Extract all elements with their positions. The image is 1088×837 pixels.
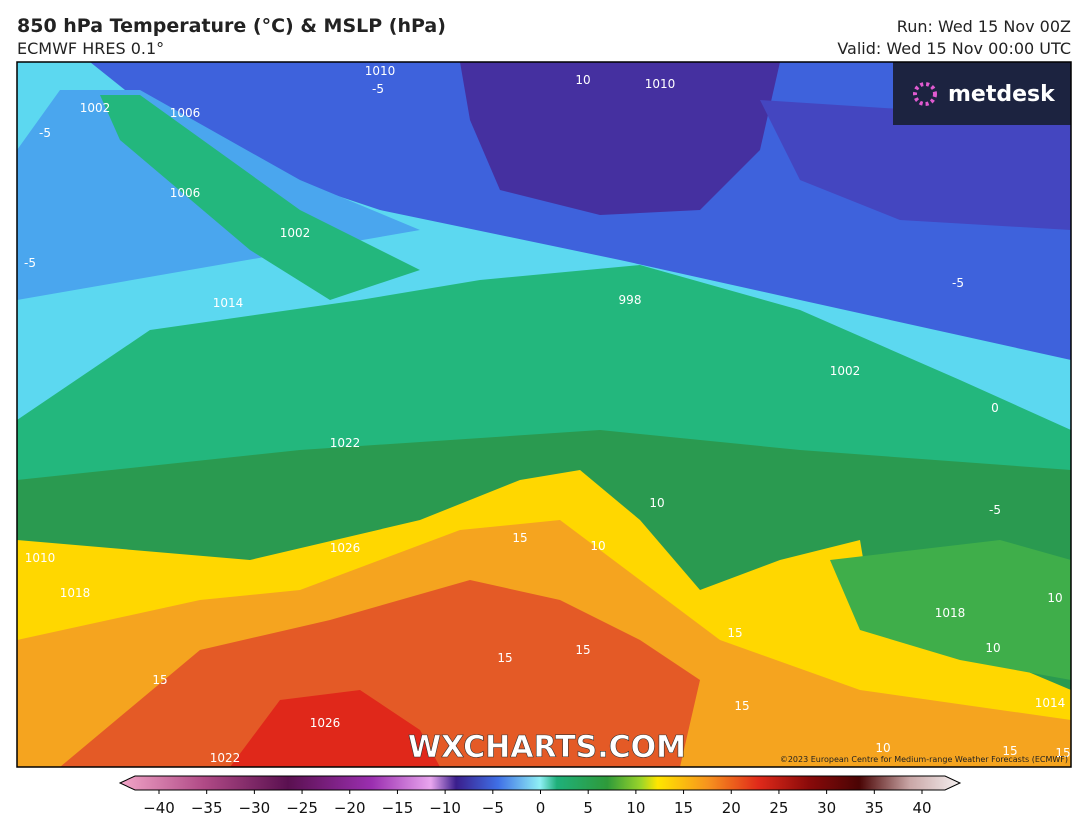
colorbar-tick-label: 15 — [674, 799, 693, 817]
contour-label: 1010 — [25, 551, 56, 565]
contour-label: 15 — [727, 626, 742, 640]
cold-core — [460, 62, 780, 215]
contour-label: 1014 — [1035, 696, 1066, 710]
contour-label: 998 — [619, 293, 642, 307]
logo-icon — [913, 82, 937, 106]
contour-label: -5 — [24, 256, 36, 270]
contour-label: 1002 — [830, 364, 861, 378]
valid: Valid: Wed 15 Nov 00:00 UTC — [837, 39, 1071, 58]
colorbar-tick-label: 20 — [722, 799, 741, 817]
cold-area — [760, 100, 1071, 230]
colorbar-tick-label: −10 — [429, 799, 461, 817]
contour-label: 1022 — [210, 751, 241, 765]
logo: metdesk — [948, 82, 1056, 107]
watermark: WXCHARTS.COM — [408, 730, 686, 765]
green-tongue — [100, 95, 420, 300]
red-core — [230, 690, 440, 767]
contour-label: 10 — [875, 741, 890, 755]
contour-label: 1002 — [280, 226, 311, 240]
colorbar-tick-label: −5 — [482, 799, 504, 817]
contour-label: 15 — [512, 531, 527, 545]
contour-label: 15 — [1055, 746, 1070, 760]
contour-label: 1026 — [330, 541, 361, 555]
contour-label: 10 — [985, 641, 1000, 655]
contour-label: 1002 — [80, 101, 111, 115]
run: Run: Wed 15 Nov 00Z — [897, 17, 1071, 36]
contour-label: 1006 — [170, 186, 201, 200]
contour-label: 15 — [1002, 744, 1017, 758]
contour-label: -5 — [372, 82, 384, 96]
colorbar-tick-label: −40 — [143, 799, 175, 817]
red-orange — [60, 580, 700, 767]
contour-label: 15 — [734, 699, 749, 713]
contour-label: 0 — [991, 401, 999, 415]
colorbar-tick-label: −15 — [382, 799, 414, 817]
contour-label: 10 — [1047, 591, 1062, 605]
contour-label: 10 — [590, 539, 605, 553]
contour-label: 1010 — [645, 77, 676, 91]
model: ECMWF HRES 0.1° — [17, 39, 164, 58]
colorbar-tick-label: 35 — [865, 799, 884, 817]
contour-label: -5 — [989, 503, 1001, 517]
east-green — [830, 540, 1071, 680]
contour-label: 1014 — [213, 296, 244, 310]
colorbar-tick-label: 0 — [536, 799, 546, 817]
contour-label: 1022 — [330, 436, 361, 450]
colorbar-tick-label: 25 — [769, 799, 788, 817]
colorbar-tick-label: 5 — [583, 799, 593, 817]
colorbar-tick-label: −25 — [286, 799, 318, 817]
colorbar-tick-label: 10 — [626, 799, 645, 817]
contour-label: 10 — [575, 73, 590, 87]
contour-label: 1006 — [170, 106, 201, 120]
contour-label: 1010 — [365, 64, 396, 78]
contour-label: 15 — [152, 673, 167, 687]
contour-label: -5 — [39, 126, 51, 140]
colorbar-tick-label: 30 — [817, 799, 836, 817]
contour-label: -5 — [952, 276, 964, 290]
map-frame — [16, 61, 1072, 768]
contour-label: 1018 — [935, 606, 966, 620]
colorbar-tick-label: −20 — [334, 799, 366, 817]
colorbar-tick-label: −35 — [191, 799, 223, 817]
contour-label: 15 — [575, 643, 590, 657]
contour-label: 10 — [649, 496, 664, 510]
colorbar: −40 −35 −30 −25 −20 −15 −10 −5 0 5 10 15 20 25 30 35 40 — [118, 775, 962, 817]
contour-label: 1026 — [310, 716, 341, 730]
contour-label: 1018 — [60, 586, 91, 600]
colorbar-tick-label: −30 — [239, 799, 271, 817]
colorbar-tick-label: 40 — [912, 799, 931, 817]
title: 850 hPa Temperature (°C) & MSLP (hPa) — [17, 15, 446, 37]
contour-label: 15 — [497, 651, 512, 665]
copyright: ©2023 European Centre for Medium-range W… — [780, 755, 1068, 764]
colorbar-bar — [118, 775, 962, 791]
logo-box — [893, 62, 1071, 125]
